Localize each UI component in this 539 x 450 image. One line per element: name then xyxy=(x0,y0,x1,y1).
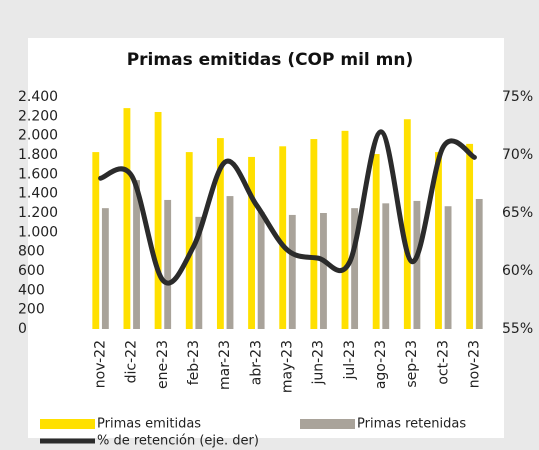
legend-label: % de retención (eje. der) xyxy=(97,434,259,449)
bar xyxy=(310,139,318,329)
y-tick-label: 0 xyxy=(18,321,27,337)
bar xyxy=(185,152,193,329)
bar xyxy=(123,108,131,329)
bar xyxy=(372,154,380,329)
y2-tick-label: 70% xyxy=(502,147,533,163)
chart-title: Primas emitidas (COP mil mn) xyxy=(127,50,414,70)
bar xyxy=(92,152,100,329)
x-tick-label: mar-23 xyxy=(217,340,233,390)
y-tick-label: 1.400 xyxy=(18,186,58,202)
y-tick-label: 1.200 xyxy=(18,205,58,221)
y-tick-label: 200 xyxy=(18,302,45,318)
bar xyxy=(435,152,442,329)
bar xyxy=(413,200,421,329)
x-tick-label: nov-23 xyxy=(466,340,482,388)
legend-swatch xyxy=(40,419,95,429)
y-tick-label: 2.200 xyxy=(18,108,58,124)
bar xyxy=(195,216,203,329)
y2-tick-label: 75% xyxy=(502,89,533,105)
x-tick-label: sep-23 xyxy=(404,340,420,388)
bar xyxy=(320,213,327,329)
y-tick-label: 1.800 xyxy=(18,147,58,163)
y-tick-label: 2.400 xyxy=(18,89,58,105)
x-tick-label: nov-22 xyxy=(93,340,109,388)
line xyxy=(98,129,477,286)
x-tick-label: dic-22 xyxy=(124,340,140,383)
bar xyxy=(444,206,452,329)
y2-tick-label: 55% xyxy=(502,321,533,337)
legend-swatch xyxy=(300,419,355,429)
x-tick-label: oct-23 xyxy=(435,340,451,385)
x-tick-label: ago-23 xyxy=(373,340,389,389)
bar xyxy=(403,119,411,329)
x-tick-label: jul-23 xyxy=(342,340,358,381)
bar xyxy=(154,111,162,329)
bar xyxy=(216,138,224,329)
bar xyxy=(279,146,287,329)
y2-tick-label: 60% xyxy=(502,263,533,279)
x-tick-label: may-23 xyxy=(280,340,296,393)
y-tick-label: 400 xyxy=(18,282,45,298)
legend-label: Primas emitidas xyxy=(97,417,201,432)
bar xyxy=(351,208,359,329)
bar xyxy=(164,199,172,329)
y-tick-label: 2.000 xyxy=(18,128,58,144)
y2-tick-label: 65% xyxy=(502,205,533,221)
y-tick-label: 800 xyxy=(18,244,45,260)
bar xyxy=(382,203,390,329)
y-tick-label: 600 xyxy=(18,263,45,279)
bar xyxy=(257,212,265,329)
bar xyxy=(288,214,296,329)
y-tick-label: 1.600 xyxy=(18,166,58,182)
bar xyxy=(101,208,109,329)
bar xyxy=(475,198,483,329)
legend-label: Primas retenidas xyxy=(357,417,466,432)
bar xyxy=(248,156,255,329)
x-tick-label: feb-23 xyxy=(186,340,202,385)
x-tick-label: ene-23 xyxy=(155,340,171,389)
bar xyxy=(133,180,140,329)
bar xyxy=(341,130,349,329)
x-tick-label: abr-23 xyxy=(248,340,264,385)
bar xyxy=(226,196,234,329)
x-tick-label: jun-23 xyxy=(311,340,327,386)
bar xyxy=(466,143,474,329)
y-tick-label: 1.000 xyxy=(18,224,58,240)
